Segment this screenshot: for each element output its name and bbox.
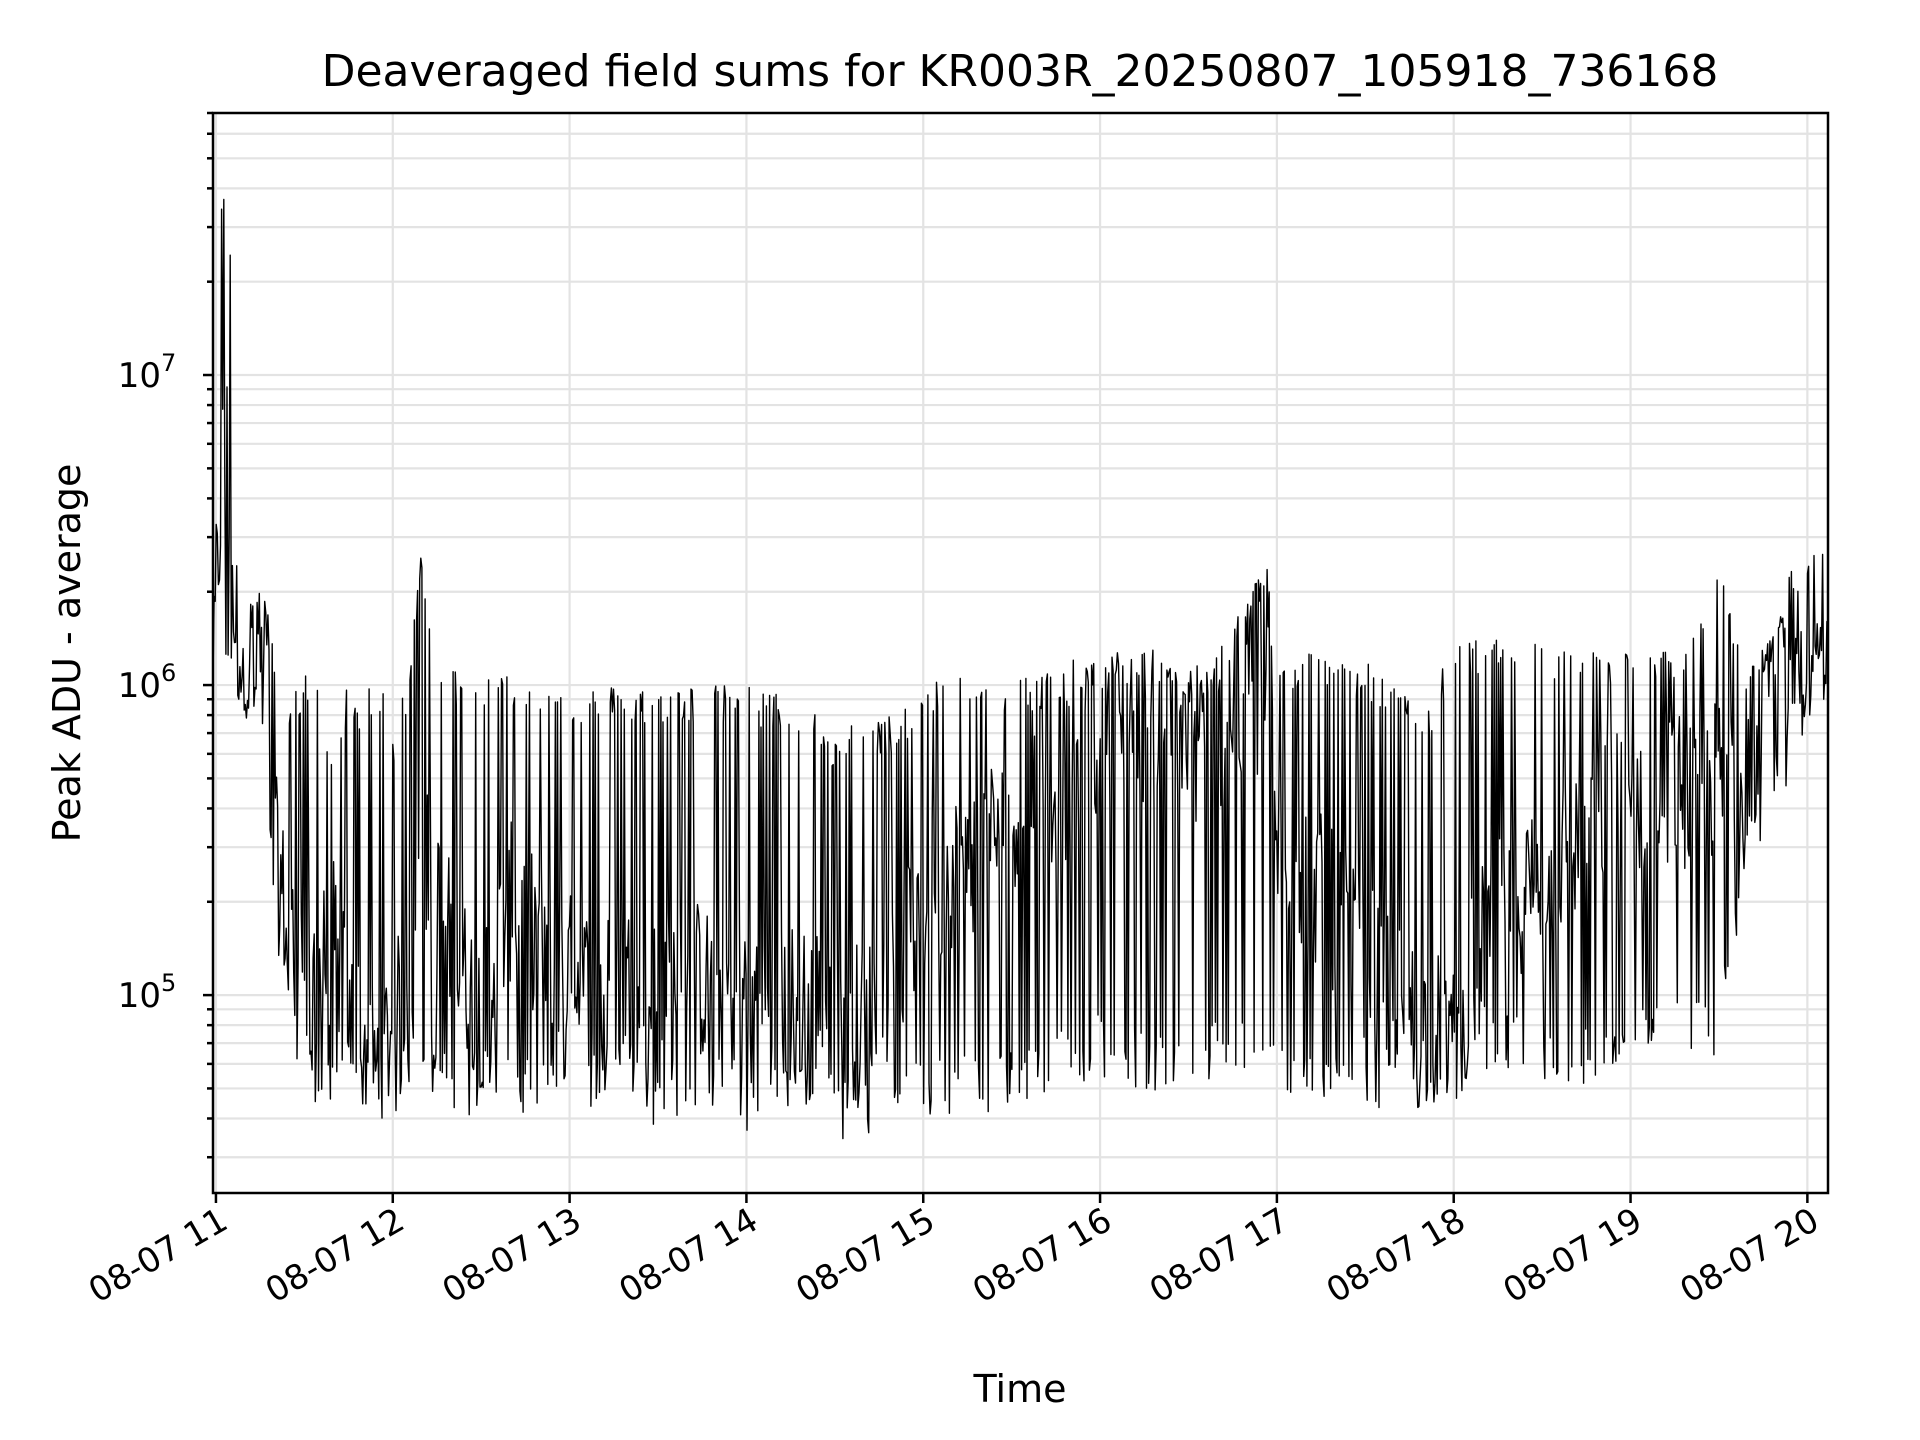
x-tick-label: 08-07 17 bbox=[1143, 1200, 1295, 1311]
x-tick-label: 08-07 14 bbox=[613, 1200, 765, 1311]
x-tick-label: 08-07 13 bbox=[436, 1200, 588, 1311]
x-tick-label: 08-07 19 bbox=[1497, 1200, 1649, 1311]
x-tick-label: 08-07 18 bbox=[1320, 1200, 1472, 1311]
x-tick-label: 08-07 11 bbox=[82, 1200, 234, 1311]
x-tick-label: 08-07 20 bbox=[1673, 1200, 1825, 1311]
plot-frame bbox=[211, 111, 1830, 1195]
chart-title: Deaveraged field sums for KR003R_2025080… bbox=[322, 46, 1719, 97]
x-tick-label: 08-07 16 bbox=[966, 1200, 1118, 1311]
y-tick-label: 107 bbox=[118, 349, 177, 396]
series-group bbox=[212, 198, 1829, 1140]
series-line bbox=[212, 198, 1829, 1140]
y-tick-label: 105 bbox=[118, 969, 177, 1016]
x-tick-label: 08-07 15 bbox=[789, 1200, 941, 1311]
x-tick-label: 08-07 12 bbox=[259, 1200, 411, 1311]
y-axis-label: Peak ADU - average bbox=[45, 464, 89, 843]
x-axis-label: Time bbox=[973, 1367, 1067, 1411]
grid bbox=[213, 111, 1828, 1193]
x-axis: 08-07 11 08-07 12 08-07 13 08-07 14 08-07 15… bbox=[82, 1193, 1826, 1311]
y-tick-label: 106 bbox=[118, 659, 177, 706]
y-axis: 105 106 107 bbox=[118, 111, 213, 1159]
